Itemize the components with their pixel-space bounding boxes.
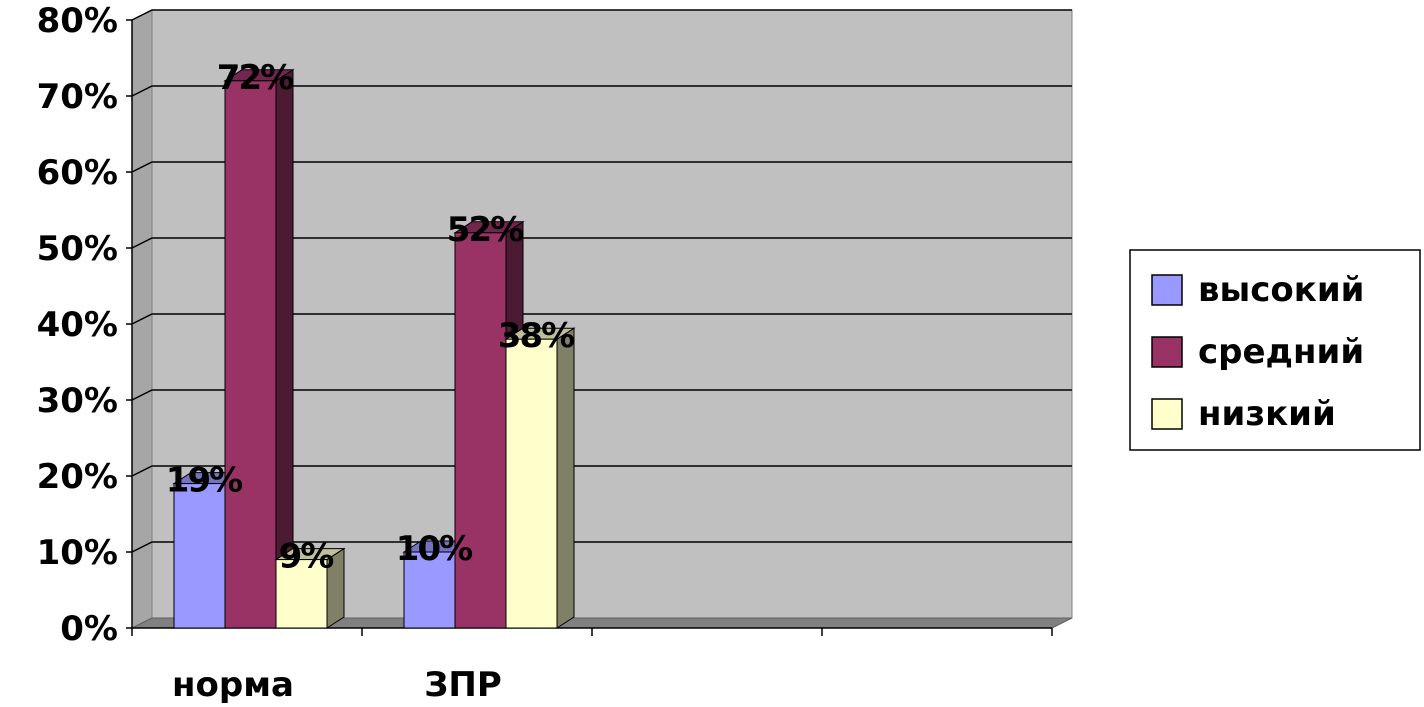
x-category-label: норма xyxy=(172,665,294,703)
legend-label: средний xyxy=(1198,332,1364,372)
legend-swatch xyxy=(1151,274,1183,306)
y-tick-label: 50% xyxy=(37,229,118,269)
data-label: 72% xyxy=(217,58,293,98)
y-tick-label: 80% xyxy=(37,1,118,41)
data-label: 38% xyxy=(498,316,574,356)
bar-средний[interactable] xyxy=(454,232,507,629)
gridline xyxy=(131,389,1072,401)
bar-высокий[interactable] xyxy=(173,483,226,629)
data-label: 9% xyxy=(279,537,334,577)
data-label: 52% xyxy=(447,210,523,250)
bar-side xyxy=(556,327,575,629)
y-tick-label: 70% xyxy=(37,77,118,117)
data-label: 19% xyxy=(166,461,242,501)
gridline xyxy=(131,237,1072,249)
y-tick-label: 0% xyxy=(60,609,118,649)
data-label: 10% xyxy=(396,529,472,569)
bar-высокий[interactable] xyxy=(403,551,456,629)
y-tick-label: 30% xyxy=(37,381,118,421)
gridline xyxy=(131,541,1072,553)
y-tick-label: 40% xyxy=(37,305,118,345)
gridline xyxy=(131,313,1072,325)
legend-swatch xyxy=(1151,336,1183,368)
gridline xyxy=(131,85,1072,97)
legend-label: низкий xyxy=(1198,394,1336,434)
y-tick-label: 20% xyxy=(37,457,118,497)
x-category-label: ЗПР xyxy=(424,665,502,703)
y-tick-label: 60% xyxy=(37,153,118,193)
y-tick-label: 10% xyxy=(37,533,118,573)
gridline xyxy=(131,465,1072,477)
legend-label: высокий xyxy=(1198,270,1365,310)
gridline xyxy=(131,161,1072,173)
bar-низкий[interactable] xyxy=(505,338,558,629)
bar-низкий[interactable] xyxy=(275,559,328,629)
gridline xyxy=(131,9,1072,21)
bar-средний[interactable] xyxy=(224,80,277,629)
legend-swatch xyxy=(1151,398,1183,430)
